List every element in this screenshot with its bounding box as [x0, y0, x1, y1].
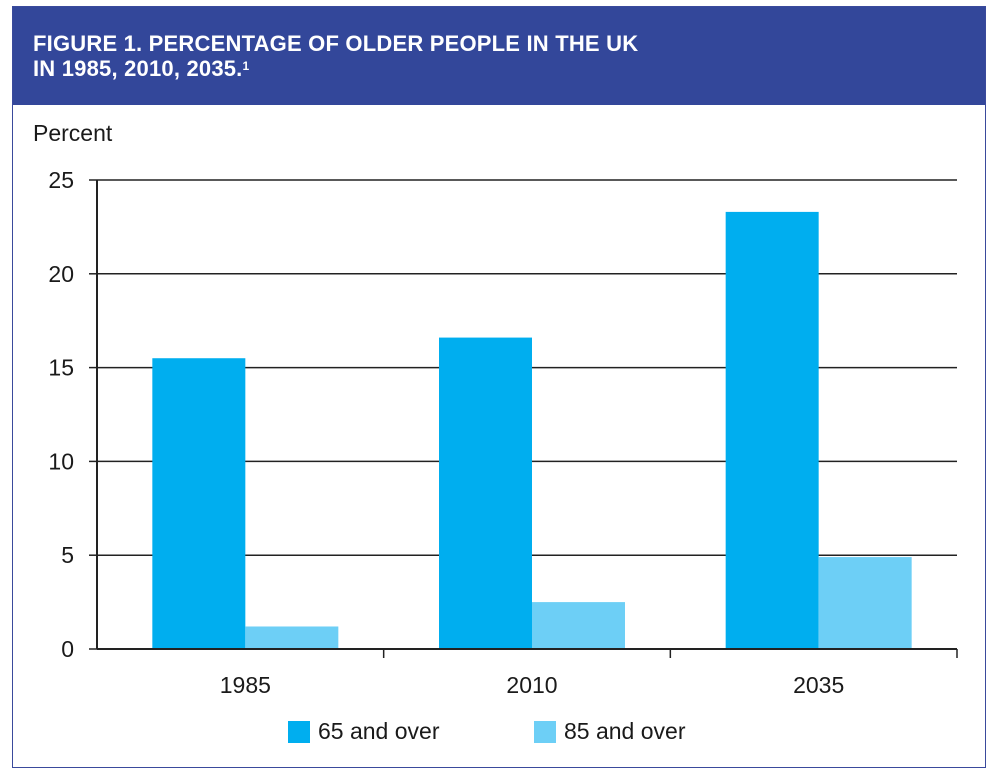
figure-header: FIGURE 1. PERCENTAGE OF OLDER PEOPLE IN … — [13, 7, 985, 105]
title-line-2-text: IN 1985, 2010, 2035. — [33, 56, 243, 81]
y-tick-label-20: 20 — [48, 261, 74, 287]
y-tick-label-25: 25 — [48, 167, 74, 193]
bar-85-and-over-2035 — [818, 557, 912, 649]
x-tick-label-1985: 1985 — [220, 672, 271, 698]
y-axis-ticks: 0 5 10 15 20 25 — [48, 167, 97, 662]
title-line-2: IN 1985, 2010, 2035.1 — [33, 56, 985, 81]
bar-85-and-over-2010 — [532, 602, 625, 649]
legend-label-85: 85 and over — [564, 718, 686, 744]
y-axis-label: Percent — [33, 120, 113, 146]
legend-item-85: 85 and over — [534, 718, 685, 745]
bar-65-and-over-1985 — [152, 358, 246, 649]
figure-title: FIGURE 1. PERCENTAGE OF OLDER PEOPLE IN … — [33, 31, 985, 81]
x-axis-ticks: 1985 2010 2035 — [220, 649, 958, 698]
legend-swatch-85 — [534, 720, 556, 743]
y-tick-label-10: 10 — [48, 448, 74, 474]
x-tick-label-2035: 2035 — [793, 672, 844, 698]
legend-label-65: 65 and over — [318, 718, 440, 744]
bars — [152, 211, 912, 649]
footnote-mark: 1 — [242, 59, 250, 73]
title-line-1: FIGURE 1. PERCENTAGE OF OLDER PEOPLE IN … — [33, 31, 639, 56]
legend-swatch-65 — [288, 720, 310, 743]
bar-65-and-over-2035 — [725, 211, 819, 649]
y-tick-label-5: 5 — [61, 542, 74, 568]
y-tick-label-0: 0 — [61, 636, 74, 662]
legend: 65 and over 85 and over — [0, 718, 1000, 748]
x-tick-label-2010: 2010 — [506, 672, 557, 698]
legend-item-65: 65 and over — [288, 718, 439, 745]
y-tick-label-15: 15 — [48, 355, 74, 381]
bar-65-and-over-2010 — [439, 337, 532, 649]
bar-85-and-over-1985 — [245, 626, 339, 649]
